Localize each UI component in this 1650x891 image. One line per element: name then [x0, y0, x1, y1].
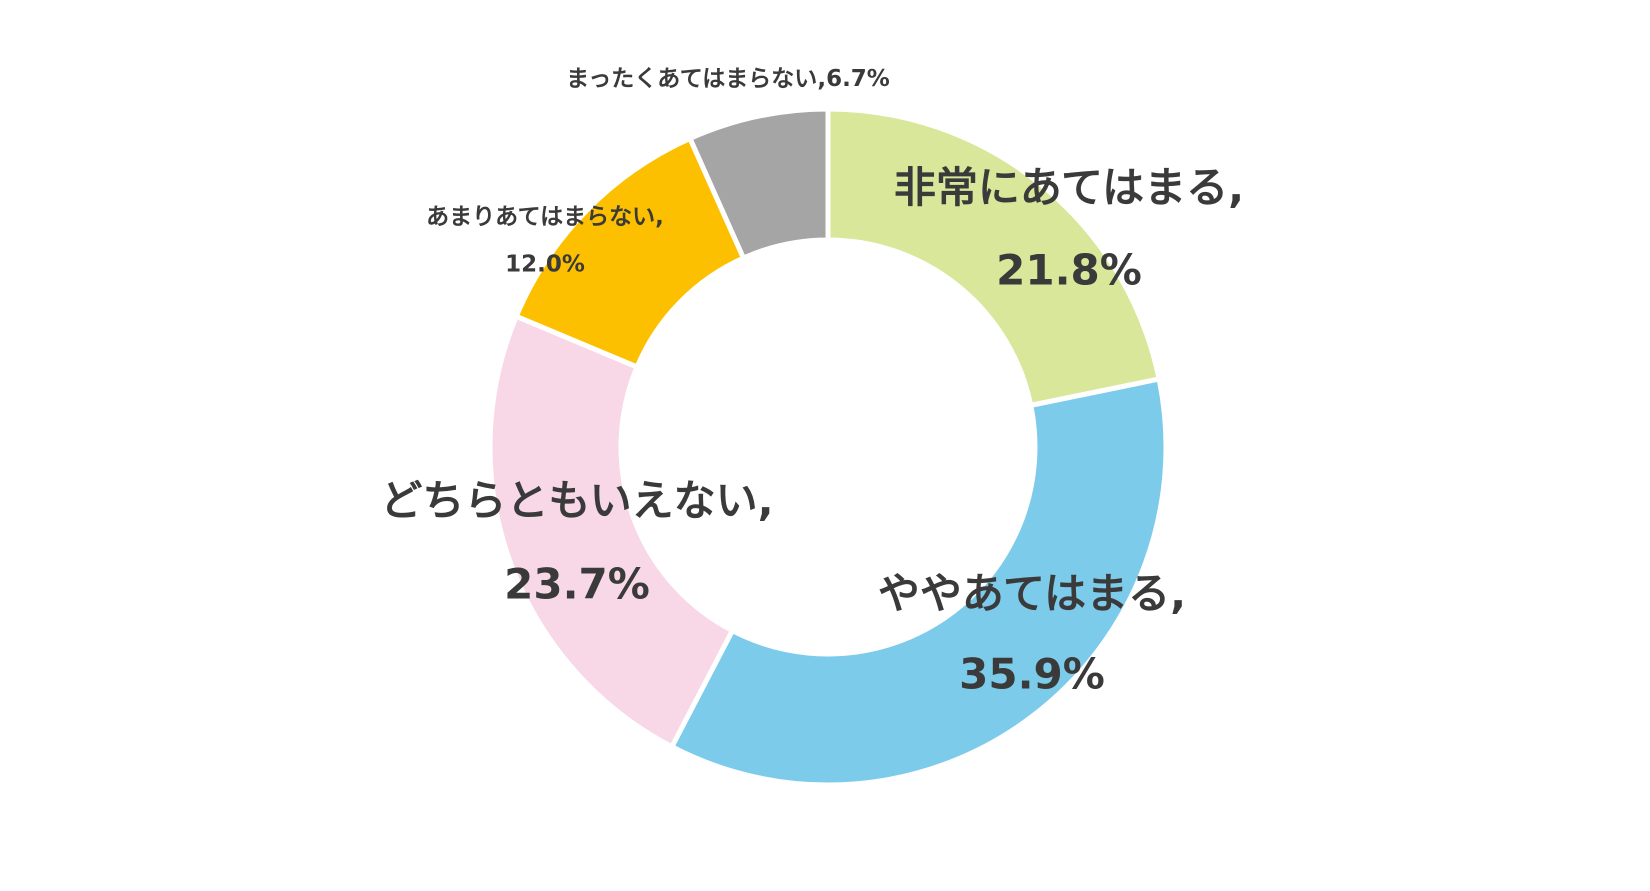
separator: , [655, 204, 664, 230]
value-label: 35.9% [959, 650, 1105, 699]
data-label: どちらともいえない, [380, 476, 773, 525]
category-name: 非常にあてはまる [894, 163, 1228, 212]
value-label: 6.7% [826, 66, 890, 92]
value-label: 21.8% [996, 246, 1142, 295]
donut-slice [487, 313, 736, 751]
value-label: 12.0% [505, 252, 585, 278]
data-label: あまりあてはまらない, [426, 204, 664, 230]
donut-slice [686, 106, 831, 262]
data-label: ややあてはまる, [878, 569, 1186, 618]
data-label: 非常にあてはまる, [894, 163, 1244, 212]
separator: , [817, 66, 826, 92]
value-label: 23.7% [504, 560, 650, 609]
separator: , [1228, 163, 1244, 212]
category-name: あまりあてはまらない [426, 204, 655, 230]
category-name: ややあてはまる [878, 569, 1170, 618]
separator: , [758, 476, 774, 525]
donut-slice [825, 106, 1163, 409]
data-label: まったくあてはまらない,6.7% [566, 66, 890, 92]
separator: , [1170, 569, 1186, 618]
category-name: どちらともいえない [380, 476, 757, 525]
donut-slice [668, 376, 1169, 788]
category-name: まったくあてはまらない [566, 66, 817, 92]
